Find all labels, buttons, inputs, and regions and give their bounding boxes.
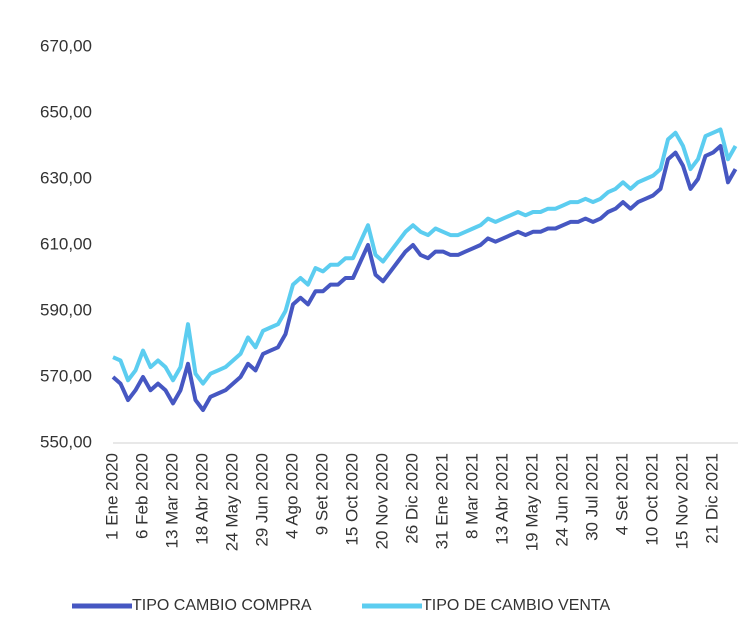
x-tick-label: 6 Feb 2020 [132,453,151,539]
y-tick-label: 650,00 [40,102,92,121]
y-tick-label: 570,00 [40,366,92,385]
y-tick-label: 590,00 [40,300,92,319]
series-line [111,144,738,412]
x-tick-label: 4 Ago 2020 [282,453,301,539]
legend-label: TIPO CAMBIO COMPRA [132,597,312,614]
x-tick-label: 26 Dic 2020 [402,453,421,544]
x-tick-label: 1 Ene 2020 [102,453,121,540]
x-tick-label: 29 Jun 2020 [252,453,271,547]
y-tick-label: 550,00 [40,432,92,451]
x-tick-label: 24 Jun 2021 [552,453,571,547]
x-tick-label: 30 Jul 2021 [582,453,601,541]
x-tick-label: 18 Abr 2020 [192,453,211,545]
x-tick-label: 15 Nov 2021 [672,453,691,549]
x-tick-label: 21 Dic 2021 [702,453,721,544]
x-tick-label: 9 Set 2020 [312,453,331,535]
x-tick-label: 8 Mar 2021 [462,453,481,539]
y-tick-label: 610,00 [40,234,92,253]
x-tick-label: 31 Ene 2021 [432,453,451,549]
x-tick-label: 4 Set 2021 [612,453,631,535]
y-tick-label: 670,00 [40,36,92,55]
x-tick-label: 10 Oct 2021 [642,453,661,546]
x-tick-label: 19 May 2021 [522,453,541,551]
x-tick-label: 15 Oct 2020 [342,453,361,546]
legend-label: TIPO DE CAMBIO VENTA [422,597,611,614]
x-tick-label: 13 Mar 2020 [162,453,181,548]
x-tick-label: 24 May 2020 [222,453,241,551]
y-tick-label: 630,00 [40,168,92,187]
series-line [112,127,738,386]
x-tick-label: 13 Abr 2021 [492,453,511,545]
x-tick-label: 20 Nov 2020 [372,453,391,549]
